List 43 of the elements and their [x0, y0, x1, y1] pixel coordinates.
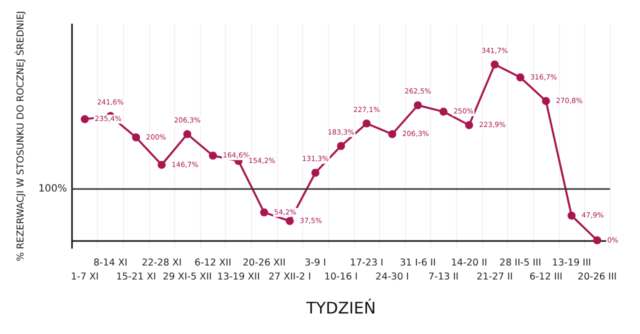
- point: [414, 101, 422, 110]
- point: [490, 60, 499, 68]
- point: [593, 236, 602, 244]
- point: [132, 133, 140, 142]
- point: [337, 142, 345, 150]
- point: [183, 130, 192, 138]
- x-tick-label: 15-21 XI: [116, 272, 156, 282]
- point: [568, 212, 576, 220]
- x-axis-title: TYDZIEŃ: [305, 298, 376, 318]
- point: [362, 119, 371, 128]
- x-tick-label: 7-13 II: [428, 272, 459, 282]
- y-axis-title: % REZERWACJI W STOSUNKU DO ROCZNEJ ŚREDNIEJ: [14, 10, 26, 262]
- x-tick-label: 29 XI-5 XII: [162, 272, 212, 282]
- x-tick-label: 17-23 I: [350, 258, 384, 268]
- point: [311, 168, 320, 177]
- point: [465, 121, 474, 130]
- x-tick-label: 14-20 II: [450, 258, 488, 268]
- point: [516, 73, 524, 82]
- x-tick-label: 13-19 XII: [217, 272, 260, 282]
- x-tick-label: 20-26 XII: [242, 258, 286, 268]
- x-tick-label: 6-12 XII: [194, 258, 232, 268]
- point: [439, 108, 448, 116]
- x-tick-label: 27 XII-2 I: [268, 272, 312, 282]
- x-tick-label: 8-14 XI: [93, 258, 128, 268]
- x-tick-label: 20-26 III: [578, 272, 617, 282]
- x-tick-label: 3-9 I: [304, 258, 326, 268]
- point: [286, 216, 294, 225]
- x-tick-label: 21-27 II: [476, 272, 513, 282]
- point: [158, 160, 166, 169]
- x-tick-label: 31 I-6 II: [400, 258, 436, 268]
- x-tick-label: 24-30 I: [376, 272, 409, 282]
- x-tick-label: 22-28 XI: [142, 258, 182, 268]
- point: [260, 208, 268, 216]
- x-tick-label: 1-7 XI: [70, 272, 99, 282]
- point: [542, 96, 550, 105]
- x-tick-label: 28 II-5 III: [500, 258, 542, 268]
- point: [388, 130, 396, 138]
- x-tick-label: 6-12 III: [529, 272, 562, 282]
- point: [208, 152, 217, 160]
- ref-line-label: 100%: [38, 183, 67, 194]
- x-tick-label: 10-16 I: [324, 272, 358, 282]
- x-tick-label: 13-19 III: [552, 258, 592, 268]
- point: [80, 115, 89, 124]
